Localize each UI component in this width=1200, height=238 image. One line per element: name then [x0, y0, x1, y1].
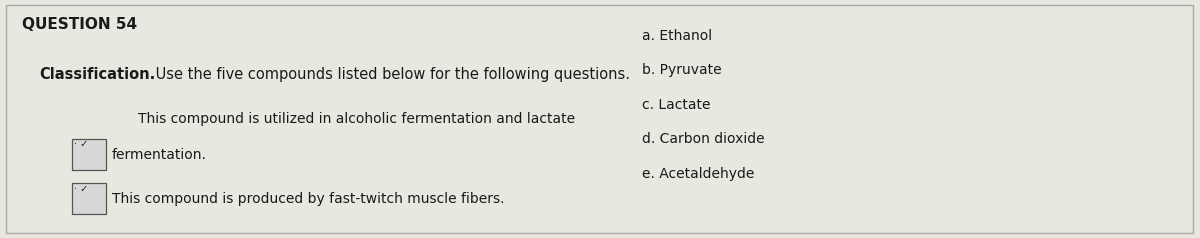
Text: c. Lactate: c. Lactate	[642, 98, 710, 112]
Text: QUESTION 54: QUESTION 54	[22, 17, 137, 32]
Text: fermentation.: fermentation.	[112, 148, 206, 162]
Text: b. Pyruvate: b. Pyruvate	[642, 63, 721, 77]
Text: Classification.: Classification.	[40, 67, 156, 82]
Text: · ✓: · ✓	[74, 184, 89, 194]
FancyBboxPatch shape	[72, 139, 106, 170]
Text: a. Ethanol: a. Ethanol	[642, 29, 712, 43]
Text: This compound is produced by fast-twitch muscle fibers.: This compound is produced by fast-twitch…	[112, 192, 504, 206]
Text: This compound is utilized in alcoholic fermentation and lactate: This compound is utilized in alcoholic f…	[138, 112, 575, 126]
Text: · ✓: · ✓	[74, 139, 89, 149]
Text: e. Acetaldehyde: e. Acetaldehyde	[642, 167, 755, 181]
Text: d. Carbon dioxide: d. Carbon dioxide	[642, 132, 764, 146]
FancyBboxPatch shape	[72, 183, 106, 214]
Text: Use the five compounds listed below for the following questions.: Use the five compounds listed below for …	[151, 67, 630, 82]
